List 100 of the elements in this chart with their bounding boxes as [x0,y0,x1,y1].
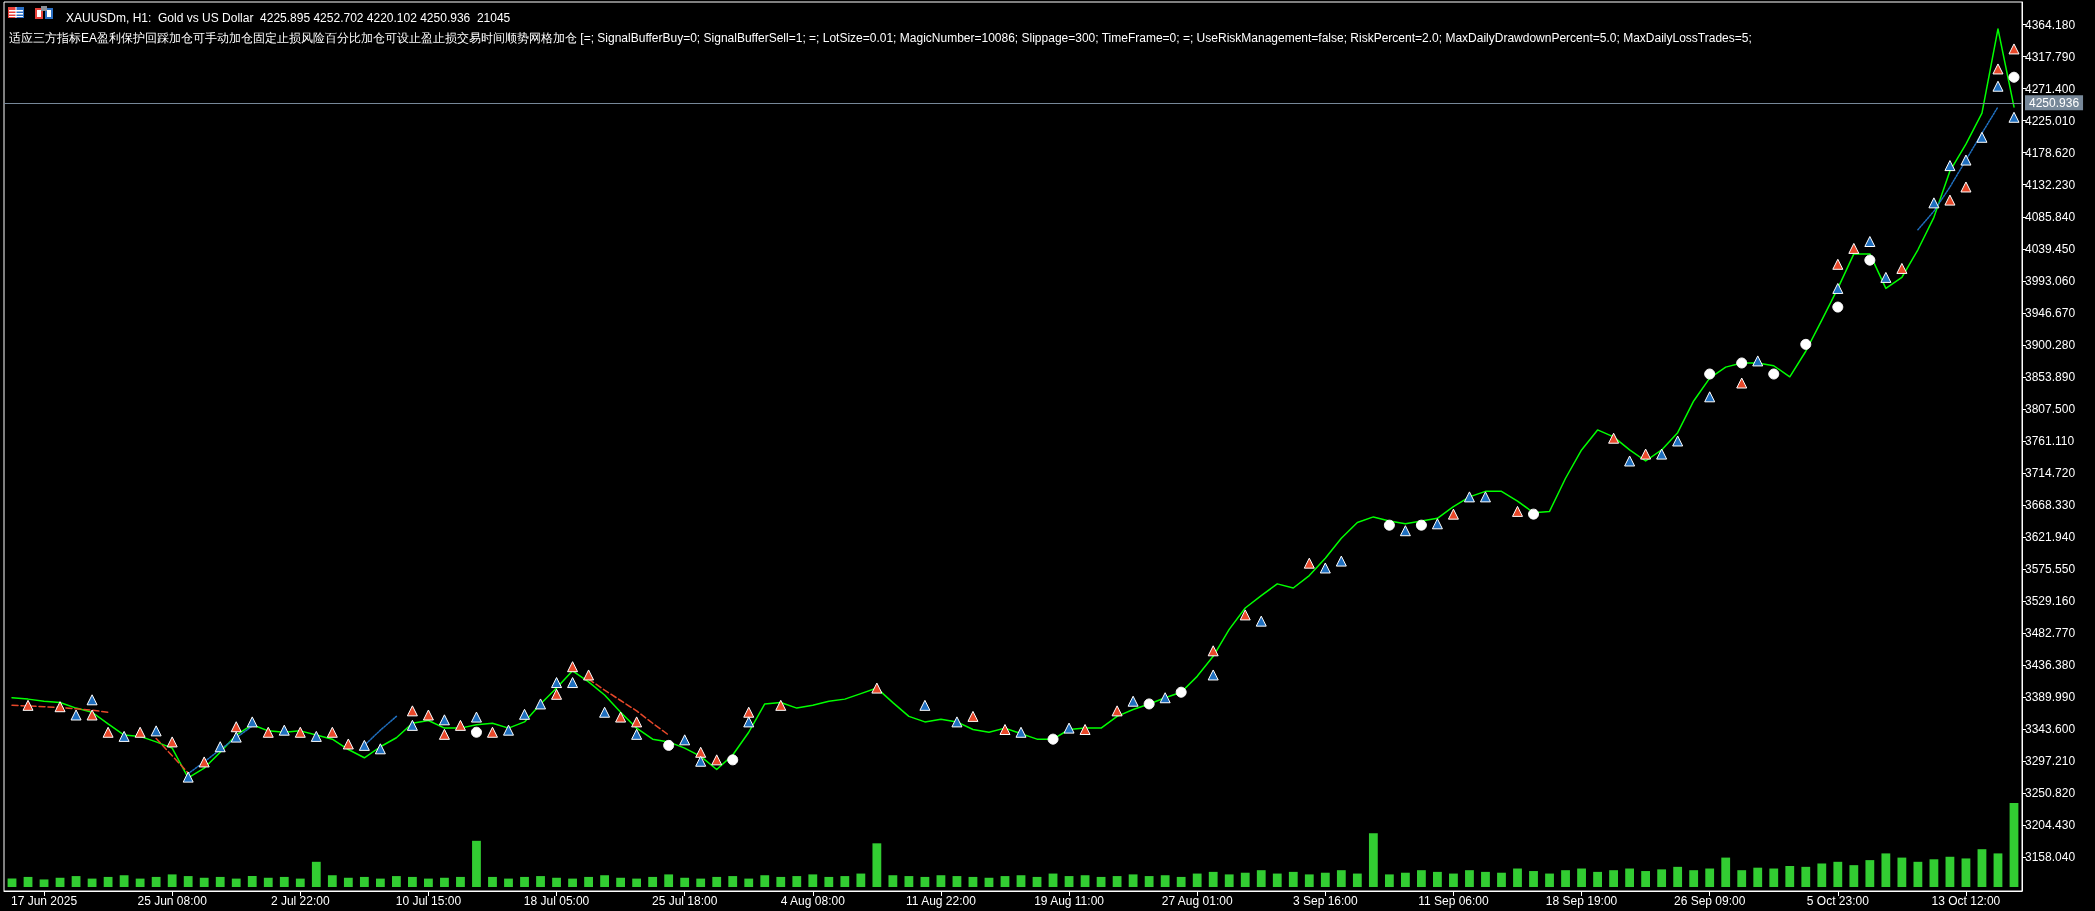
bar [1304,874,1314,887]
point [1383,519,1395,531]
bar [1208,871,1218,887]
point [567,661,579,673]
point [438,728,450,740]
point [631,716,643,728]
point [1928,197,1940,209]
y-tick-label: 3853.890 [2025,369,2076,384]
bar [1897,857,1907,887]
bar [1016,875,1026,887]
point [1079,723,1091,735]
bar [504,878,513,887]
bar [440,877,449,887]
point [1207,669,1219,681]
bar [1705,868,1715,887]
bar [1593,871,1602,887]
point [1736,357,1748,369]
bar [1577,868,1586,887]
x-tick-label: 11 Sep 06:00 [1418,894,1490,908]
bar [279,876,289,887]
point [358,739,370,751]
point [2008,71,2020,83]
point [1976,131,1988,143]
bar [1961,858,1971,887]
bar [792,876,802,887]
bar [215,876,225,887]
point [134,726,146,738]
bar [888,875,898,887]
point [470,726,482,738]
point [1704,391,1716,403]
point [182,771,194,783]
bar [1625,868,1635,887]
bar [2009,803,2019,887]
point [342,738,354,750]
x-tick-label: 25 Jul 18:00 [651,894,718,908]
bar [552,877,561,887]
bar [295,878,305,887]
point [1832,258,1844,270]
point [2008,43,2020,55]
bar [1977,849,1987,887]
point [486,726,498,738]
bar [520,876,529,887]
point [1319,562,1331,574]
bar [391,876,401,887]
bar [1769,868,1779,887]
bar [1673,866,1683,887]
bar [488,876,497,887]
x-tick-label: 11 Aug 22:00 [906,894,977,908]
point [22,699,34,711]
bar [632,878,642,887]
bar [648,876,658,887]
point [1960,154,1972,166]
bar [456,876,465,887]
point [743,716,755,728]
point [214,741,226,753]
bar [1433,871,1442,887]
bar [199,877,209,887]
point [150,725,162,737]
point [1047,733,1059,745]
bar [1352,873,1362,887]
point [1463,491,1475,503]
point [1656,448,1668,460]
point [230,731,242,743]
bar [824,876,834,887]
bar [472,840,481,887]
bar [1785,866,1795,887]
bar [231,878,241,887]
point [583,669,595,681]
point [470,711,482,723]
bar [311,861,321,887]
point [54,701,66,713]
bar [408,876,417,887]
bar [584,876,593,887]
bar [904,876,914,887]
bar [952,876,962,887]
bar [1481,871,1490,887]
point [102,726,114,738]
bar [1160,875,1170,887]
bar [103,876,113,887]
point [695,755,707,767]
bar [1865,860,1875,887]
x-tick-label: 27 Aug 01:00 [1161,894,1233,908]
y-tick-label: 3575.550 [2025,561,2076,576]
bar [1913,861,1923,887]
bar [151,876,161,887]
bar [1368,833,1378,887]
bar [776,876,786,887]
y-tick-label: 3761.110 [2025,433,2075,448]
bar [568,878,577,887]
point [1800,338,1812,350]
bar [1320,872,1330,887]
y-tick-label: 4225.010 [2025,113,2076,128]
y-tick-label: 3297.210 [2025,754,2076,769]
point [1992,80,2004,92]
bar [327,875,337,887]
bar [536,876,545,887]
bar [744,878,754,887]
y-tick-label: 4364.180 [2025,17,2076,32]
y-tick-label: 3436.380 [2025,658,2076,673]
point [631,728,643,740]
